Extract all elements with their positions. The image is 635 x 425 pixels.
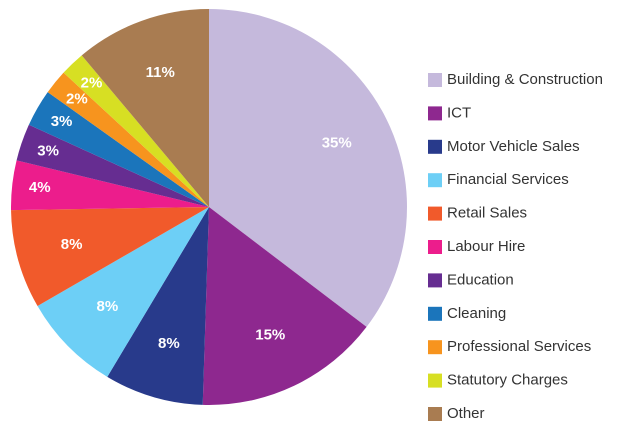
slice-label: 35% <box>322 135 352 152</box>
legend-swatch <box>428 340 442 355</box>
slice-label: 2% <box>66 91 88 108</box>
slice-label: 2% <box>81 75 103 92</box>
legend-label: Professional Services <box>447 338 591 355</box>
slice-label: 8% <box>97 298 119 315</box>
slice-label: 11% <box>146 64 175 81</box>
legend-swatch <box>428 407 442 421</box>
legend-swatch <box>428 73 442 87</box>
legend-label: Retail Sales <box>447 205 527 222</box>
legend-label: Labour Hire <box>447 238 525 255</box>
slice-label: 15% <box>255 327 285 344</box>
pie-slice <box>81 9 209 207</box>
slice-label: 8% <box>158 335 180 352</box>
pie-slice <box>107 207 209 405</box>
legend-swatch <box>428 373 442 388</box>
legend-label: Statutory Charges <box>447 372 568 389</box>
legend-swatch <box>428 139 442 154</box>
pie-slice <box>11 160 210 211</box>
pie-slice <box>202 207 367 406</box>
pie-slice <box>63 55 209 208</box>
pie-slice <box>47 72 210 207</box>
legend-swatch <box>428 273 442 288</box>
legend-label: Other <box>447 405 485 422</box>
pie-slice <box>28 92 209 207</box>
pie-slice <box>16 124 209 207</box>
pie-slice <box>209 9 407 327</box>
legend-label: Cleaning <box>447 305 506 322</box>
slice-label: 8% <box>61 236 83 253</box>
legend-swatch <box>428 173 442 188</box>
legend-swatch <box>428 240 442 254</box>
legend-swatch <box>428 106 442 121</box>
legend-label: Financial Services <box>447 171 569 188</box>
legend-swatch <box>428 306 442 321</box>
legend-label: Education <box>447 271 514 288</box>
slice-label: 3% <box>51 113 73 130</box>
slice-label: 3% <box>37 142 59 159</box>
legend-label: Motor Vehicle Sales <box>447 138 580 155</box>
pie-slice <box>11 207 210 306</box>
slice-label: 4% <box>29 179 51 196</box>
legend-label: ICT <box>447 104 471 121</box>
pie-slice <box>37 207 209 377</box>
legend-label: Building & Construction <box>447 71 603 88</box>
legend-swatch <box>428 206 442 221</box>
